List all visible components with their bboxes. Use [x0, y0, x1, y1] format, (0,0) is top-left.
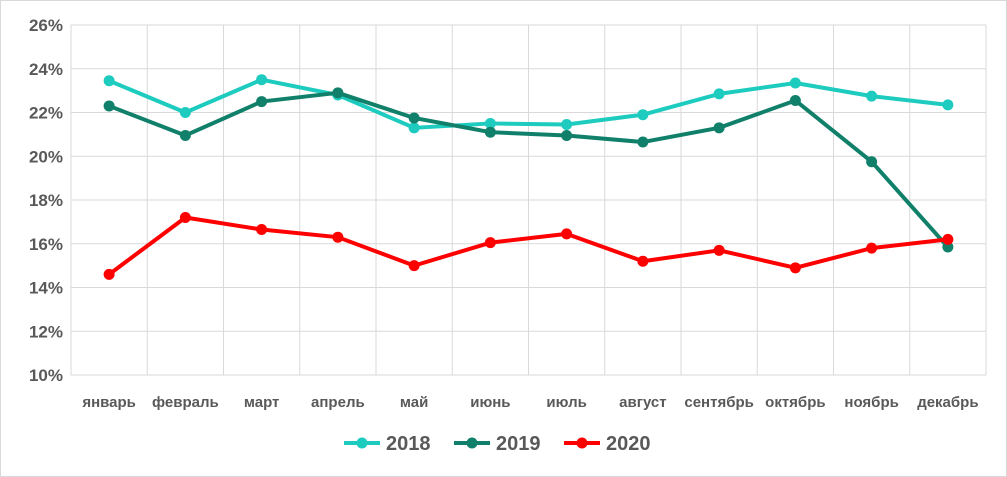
grid: [70, 24, 987, 376]
x-tick-label: февраль: [152, 394, 219, 411]
data-point: [179, 212, 191, 223]
data-point: [561, 129, 573, 141]
data-point: [484, 237, 496, 249]
y-axis-ticks: 10% 12% 14% 16% 18% 20% 22% 24% 26%: [29, 16, 63, 385]
data-point: [789, 94, 801, 106]
data-point: [637, 109, 649, 121]
data-point: [637, 255, 649, 267]
x-tick-label: октябрь: [765, 394, 825, 411]
x-tick-label: ноябрь: [844, 394, 898, 411]
y-tick-label: 22%: [29, 104, 63, 123]
data-point: [179, 129, 191, 141]
series-2020: [103, 212, 954, 280]
x-tick-label: март: [244, 394, 280, 411]
data-point: [789, 77, 801, 89]
data-point: [713, 88, 725, 100]
x-tick-label: июнь: [470, 394, 510, 411]
data-point: [256, 224, 268, 236]
x-tick-label: апрель: [311, 394, 365, 411]
x-tick-label: январь: [82, 394, 136, 411]
data-point: [637, 136, 649, 148]
data-point: [256, 74, 268, 86]
legend-item-2020: 2020: [564, 433, 651, 455]
series-2019: [103, 87, 954, 253]
y-tick-label: 10%: [29, 366, 63, 385]
series-layer: [103, 74, 954, 280]
data-point: [103, 100, 115, 112]
legend-label: 2019: [496, 433, 541, 455]
y-tick-label: 14%: [29, 279, 63, 298]
data-point: [942, 233, 954, 245]
legend-label: 2020: [606, 433, 651, 455]
y-tick-label: 18%: [29, 191, 63, 210]
data-point: [408, 260, 420, 272]
data-point: [866, 156, 878, 168]
series-line: [107, 77, 950, 130]
legend: 2018 2019 2020: [344, 433, 651, 455]
y-tick-label: 20%: [29, 147, 63, 166]
x-tick-label: сентябрь: [684, 394, 754, 411]
x-tick-label: июль: [546, 394, 586, 411]
data-point: [332, 231, 344, 243]
legend-item-2019: 2019: [454, 433, 541, 455]
x-tick-label: декабрь: [917, 394, 978, 411]
y-tick-label: 16%: [29, 235, 63, 254]
data-point: [103, 75, 115, 87]
y-tick-label: 12%: [29, 322, 63, 341]
data-point: [713, 244, 725, 256]
y-tick-label: 26%: [29, 16, 63, 35]
data-point: [408, 122, 420, 134]
data-point: [561, 228, 573, 240]
data-point: [866, 90, 878, 102]
series-line: [107, 215, 950, 277]
legend-swatch-marker: [466, 437, 478, 449]
legend-item-2018: 2018: [344, 433, 431, 455]
data-point: [561, 119, 573, 131]
data-point: [789, 262, 801, 274]
data-point: [332, 87, 344, 99]
data-point: [713, 122, 725, 134]
data-point: [103, 268, 115, 280]
data-point: [256, 96, 268, 108]
data-point: [942, 241, 954, 253]
x-axis-ticks: январь февраль март апрель май июнь июль август…: [82, 394, 978, 411]
data-point: [179, 107, 191, 118]
data-point: [484, 117, 496, 129]
series-line: [107, 90, 950, 250]
data-point: [484, 126, 496, 138]
legend-swatch-marker: [576, 437, 588, 449]
data-point: [408, 112, 420, 124]
legend-label: 2018: [386, 433, 431, 455]
data-point: [942, 99, 954, 111]
x-tick-label: май: [400, 394, 428, 411]
legend-swatch-marker: [356, 437, 368, 449]
data-point: [866, 242, 878, 254]
x-tick-label: август: [619, 394, 666, 411]
y-tick-label: 24%: [29, 60, 63, 79]
